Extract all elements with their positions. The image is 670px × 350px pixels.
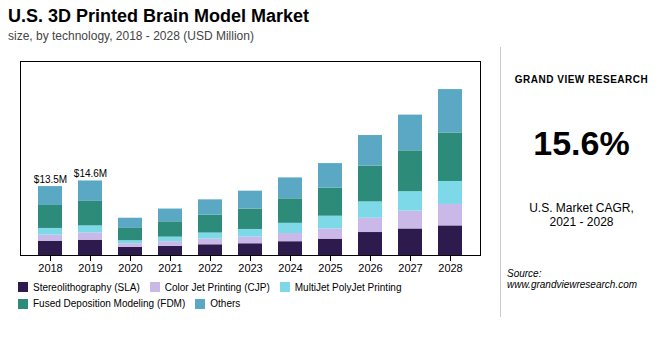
html-text:U.S. Market CAGR, 2021 - 2028: U.S. Market CAGR, 2021 - 2028 — [529, 201, 634, 230]
svg-text:$13.5M: $13.5M — [34, 174, 67, 185]
html-text:Fused Deposition Modeling (FDM: Fused Deposition Modeling (FDM) — [33, 298, 186, 310]
html-text:GRAND VIEW RESEARCH: GRAND VIEW RESEARCH — [514, 74, 649, 86]
svg-text:2020: 2020 — [118, 262, 142, 274]
svg-text:$14.6M: $14.6M — [74, 168, 107, 179]
html-text:MultiJet PolyJet Printing: MultiJet PolyJet Printing — [294, 281, 402, 293]
html-text:Others: Others — [210, 298, 241, 310]
html-text:Color Jet Printing (CJP): Color Jet Printing (CJP) — [164, 281, 270, 293]
svg-text:2024: 2024 — [278, 262, 302, 274]
svg-text:2027: 2027 — [398, 262, 422, 274]
html-text:U.S. 3D Printed Brain Model Ma: U.S. 3D Printed Brain Model Market — [8, 6, 310, 26]
html-text:Source: www.grandviewresearch.: Source: www.grandviewresearch.com — [507, 267, 638, 290]
html-text:15.6%: 15.6% — [533, 123, 630, 162]
html-text:size, by technology, 2018 - 20: size, by technology, 2018 - 2028 (USD Mi… — [8, 29, 254, 43]
svg-text:2026: 2026 — [358, 262, 382, 274]
svg-text:2021: 2021 — [158, 262, 182, 274]
html-text:Stereolithography (SLA): Stereolithography (SLA) — [33, 281, 140, 293]
svg-text:2018: 2018 — [38, 262, 62, 274]
svg-text:2023: 2023 — [238, 262, 262, 274]
svg-text:2019: 2019 — [78, 262, 102, 274]
svg-text:2025: 2025 — [318, 262, 342, 274]
svg-text:2028: 2028 — [438, 262, 462, 274]
svg-text:2022: 2022 — [198, 262, 222, 274]
